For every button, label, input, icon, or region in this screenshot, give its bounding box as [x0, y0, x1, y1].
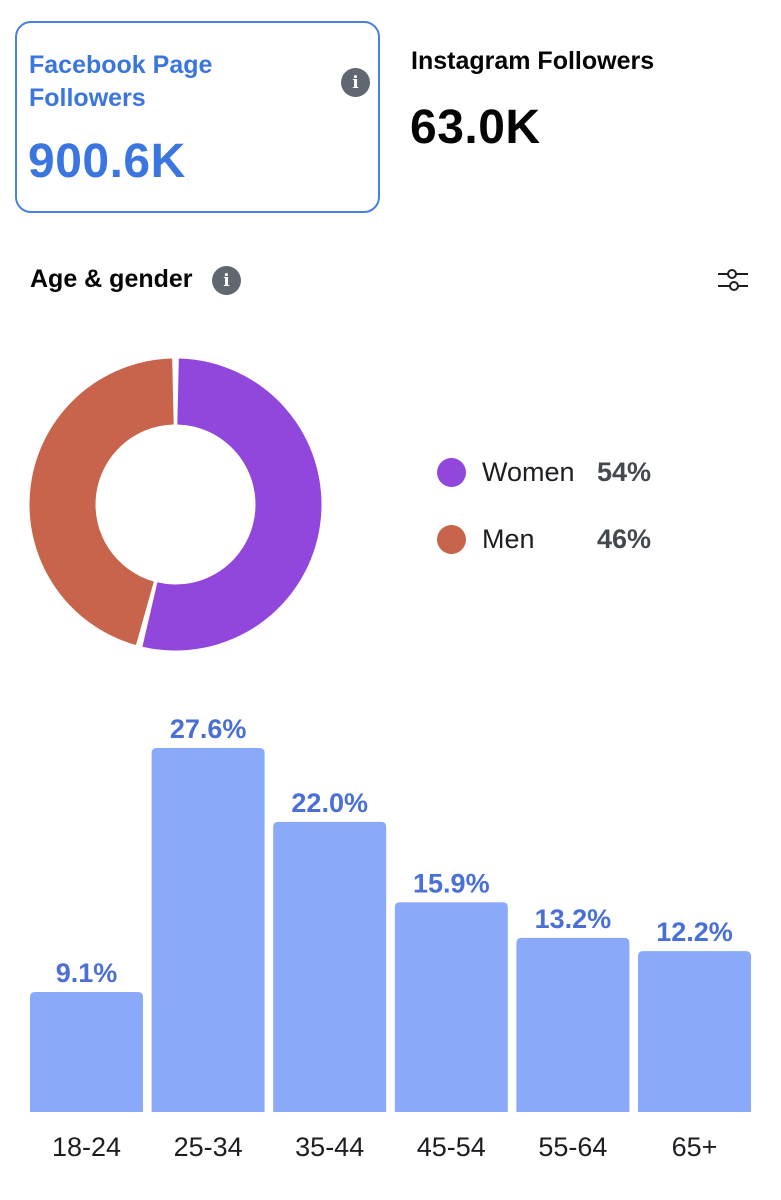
legend-label-men: Men: [482, 523, 535, 554]
info-icon[interactable]: i: [212, 266, 241, 295]
instagram-followers-title: Instagram Followers: [411, 47, 655, 75]
gender-donut-chart: [29, 358, 322, 651]
bar-value-label: 27.6%: [170, 714, 247, 744]
bar-18-24: [30, 991, 143, 1112]
donut-slice-women: [142, 358, 322, 651]
bar-65+: [638, 951, 751, 1112]
facebook-followers-card[interactable]: Facebook Page Followers i 900.6K: [15, 21, 380, 213]
legend-item-women: Women 54%: [437, 455, 651, 489]
bar-value-label: 15.9%: [413, 868, 490, 898]
bar-category-label: 25-34: [174, 1132, 243, 1162]
legend-label-women: Women: [482, 456, 575, 487]
bar-value-label: 22.0%: [291, 788, 368, 818]
bar-category-label: 65+: [672, 1132, 718, 1162]
bar-category-label: 55-64: [538, 1132, 607, 1162]
age-gender-title: Age & gender: [30, 265, 193, 293]
bar-55-64: [516, 937, 630, 1112]
legend-pct-women: 54%: [597, 456, 652, 487]
legend-pct-men: 46%: [597, 523, 652, 554]
age-bar-chart: 9.1% 18-24 27.6% 25-34 22.0% 35-44 15.9% 45-54 1…: [30, 714, 751, 1162]
instagram-followers-value: 63.0K: [410, 101, 541, 154]
legend-swatch-women: [437, 457, 466, 487]
legend-item-men: Men 46%: [437, 522, 651, 556]
bar-category-label: 35-44: [295, 1132, 364, 1162]
facebook-followers-title: Facebook Page Followers: [29, 51, 213, 112]
bar-45-54: [394, 902, 508, 1112]
bar-category-label: 18-24: [52, 1132, 121, 1162]
info-icon[interactable]: i: [341, 68, 370, 97]
sliders-icon[interactable]: [716, 266, 750, 294]
bar-value-label: 13.2%: [535, 904, 612, 934]
bar-value-label: 9.1%: [56, 958, 118, 988]
facebook-followers-value: 900.6K: [28, 135, 186, 188]
donut-slice-men: [29, 358, 174, 646]
bar-25-34: [151, 748, 265, 1112]
bar-category-label: 45-54: [417, 1132, 486, 1162]
bar-35-44: [273, 821, 387, 1112]
bar-value-label: 12.2%: [656, 917, 733, 947]
legend-swatch-men: [437, 524, 466, 554]
